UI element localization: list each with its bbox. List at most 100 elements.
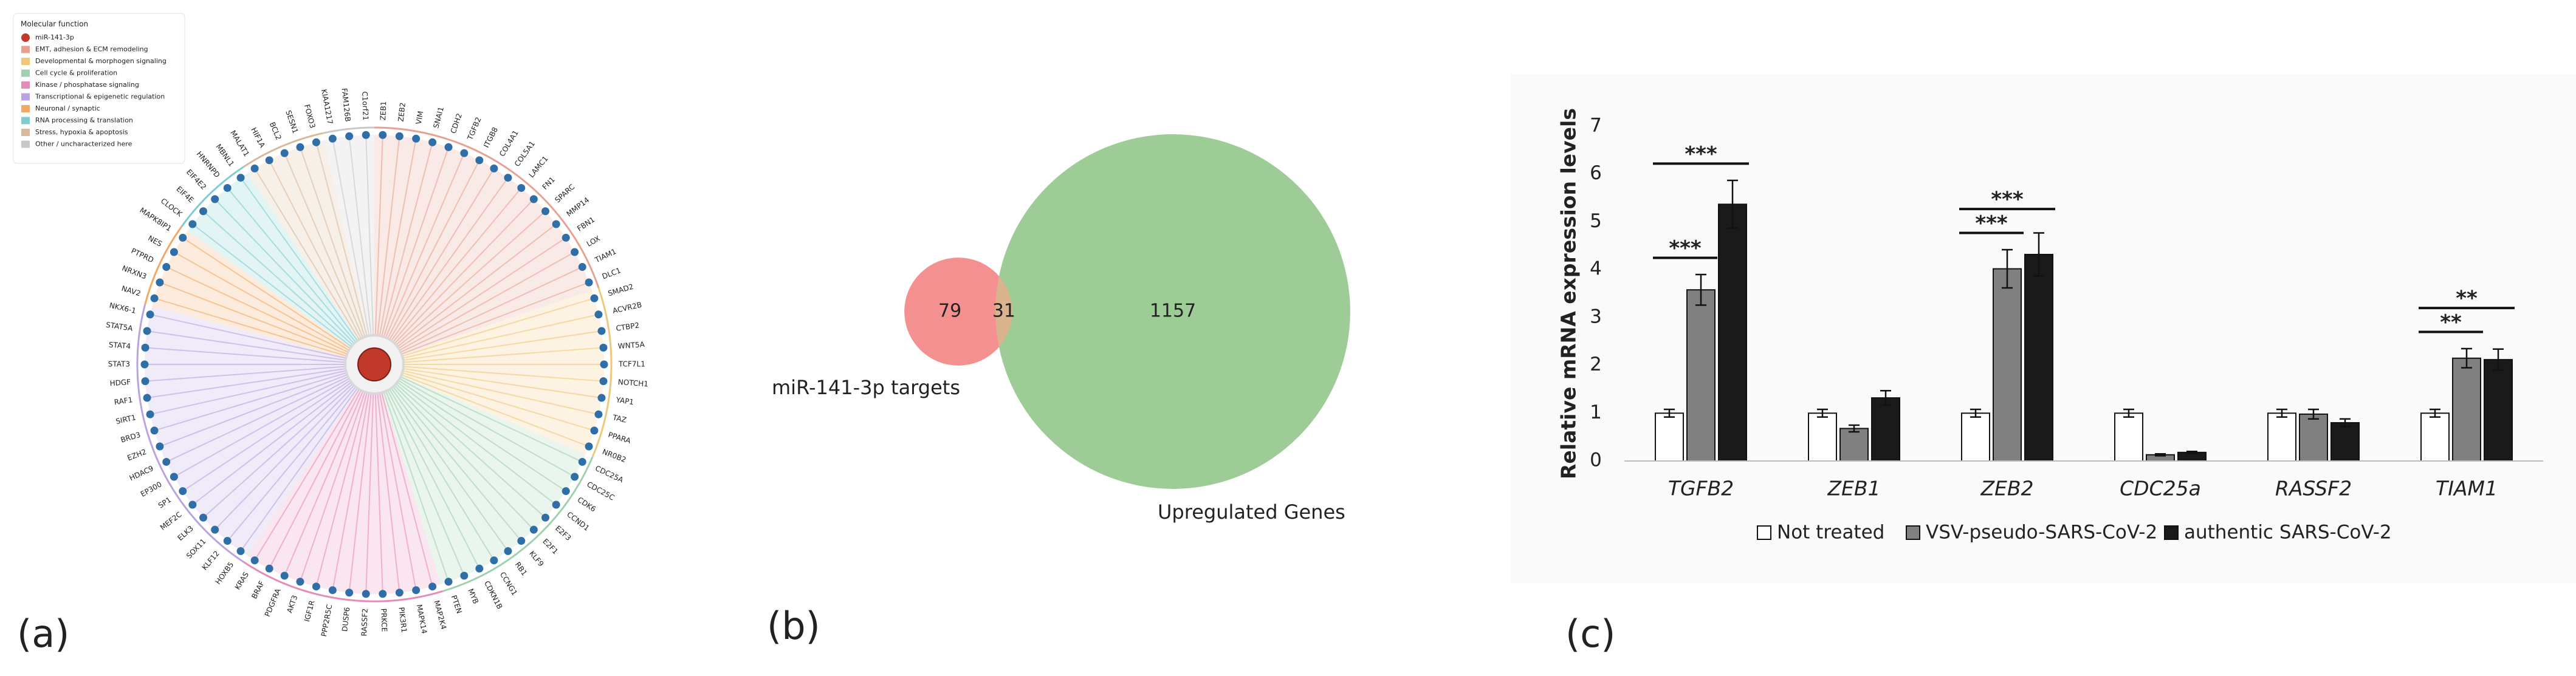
gene-node [146, 310, 154, 319]
edge [227, 187, 375, 365]
gene-label: WNT5A [617, 340, 645, 350]
legend-title: Molecular function [21, 20, 88, 29]
gene-node [362, 131, 370, 139]
gene-node [170, 248, 178, 256]
y-tick-label: 6 [1590, 162, 1602, 184]
x-tick-label: ZEB2 [1980, 477, 2033, 500]
gene-label: ZEB1 [379, 101, 388, 120]
gene-node [599, 343, 608, 352]
gene-node [143, 394, 151, 402]
edge [374, 364, 449, 582]
edge [173, 364, 375, 477]
legend-label: Cell cycle & proliferation [35, 69, 117, 77]
edge [214, 199, 375, 365]
set-label: miR-141-3p targets [772, 376, 960, 399]
error-bar [2461, 347, 2472, 369]
edge [159, 364, 375, 447]
gene-node [162, 263, 171, 271]
edge [159, 282, 375, 365]
gene-node [504, 174, 512, 182]
gene-node [280, 572, 289, 580]
edge [202, 364, 375, 518]
edge [146, 364, 375, 399]
group-arc [374, 126, 600, 288]
error-bar [2123, 408, 2134, 418]
edge [374, 146, 449, 365]
error-bar [1727, 179, 1738, 229]
edge [269, 160, 375, 365]
error-bar [2155, 452, 2166, 457]
edge [300, 364, 375, 582]
error-bar [1849, 424, 1860, 433]
gene-node [223, 537, 232, 545]
legend-label: VSV-pseudo-SARS-CoV-2 [1926, 522, 2157, 544]
gene-label: YAP1 [615, 395, 634, 406]
edge [374, 138, 417, 365]
bar [2024, 253, 2053, 462]
gene-node [444, 578, 453, 586]
edge [374, 364, 589, 447]
gene-node [504, 547, 512, 555]
significance-label: *** [1685, 142, 1717, 166]
edge [192, 364, 375, 505]
gene-node [312, 138, 320, 146]
gene-node [600, 360, 608, 369]
gene-node [362, 590, 370, 598]
legend-marker [21, 117, 30, 125]
gene-label: NOTCH1 [617, 378, 648, 389]
gene-node [188, 220, 197, 228]
edge [166, 364, 375, 463]
error-bar [2308, 408, 2319, 420]
edge [149, 364, 375, 415]
edge [374, 152, 465, 365]
edge [254, 168, 375, 365]
edge [182, 237, 375, 365]
gene-label: HDGF [109, 378, 131, 388]
legend-marker [21, 105, 30, 112]
edge [374, 237, 566, 365]
gene-node [578, 457, 586, 466]
edge [374, 187, 522, 365]
edge [202, 211, 375, 365]
y-tick-label: 1 [1590, 401, 1602, 423]
edge [315, 364, 375, 587]
edge [374, 364, 602, 399]
edge [374, 364, 509, 552]
edge [227, 364, 375, 542]
panel-label: (a) [17, 612, 69, 656]
gene-node [141, 343, 149, 352]
legend-label: RNA processing & translation [35, 117, 133, 125]
gene-node [156, 278, 164, 287]
legend-label: miR-141-3p [35, 33, 74, 41]
gene-node [179, 487, 187, 496]
x-tick-label: CDC25a [2120, 477, 2201, 500]
gene-node [211, 195, 219, 203]
edge [374, 266, 583, 365]
edge [374, 364, 599, 415]
edge [315, 142, 375, 365]
gene-node [265, 564, 273, 573]
legend-marker [21, 81, 30, 89]
group-wedge [152, 231, 374, 364]
edge [374, 364, 535, 530]
bar [1808, 412, 1837, 462]
edge [166, 266, 375, 365]
gene-node [395, 589, 404, 597]
gene-node [236, 547, 245, 555]
legend-marker [21, 46, 30, 53]
legend-label: authentic SARS-CoV-2 [2184, 522, 2392, 544]
edge [348, 136, 375, 365]
region-count: 1157 [1150, 301, 1196, 322]
edge [374, 364, 522, 542]
edge [173, 251, 375, 365]
gene-node [562, 487, 570, 496]
gene-node [428, 138, 437, 146]
edge [374, 364, 480, 569]
gene-node [475, 564, 484, 573]
legend-marker [21, 93, 30, 101]
edge [374, 135, 383, 365]
significance-label: *** [1669, 236, 1702, 261]
edge [374, 142, 433, 365]
edge [269, 364, 375, 569]
